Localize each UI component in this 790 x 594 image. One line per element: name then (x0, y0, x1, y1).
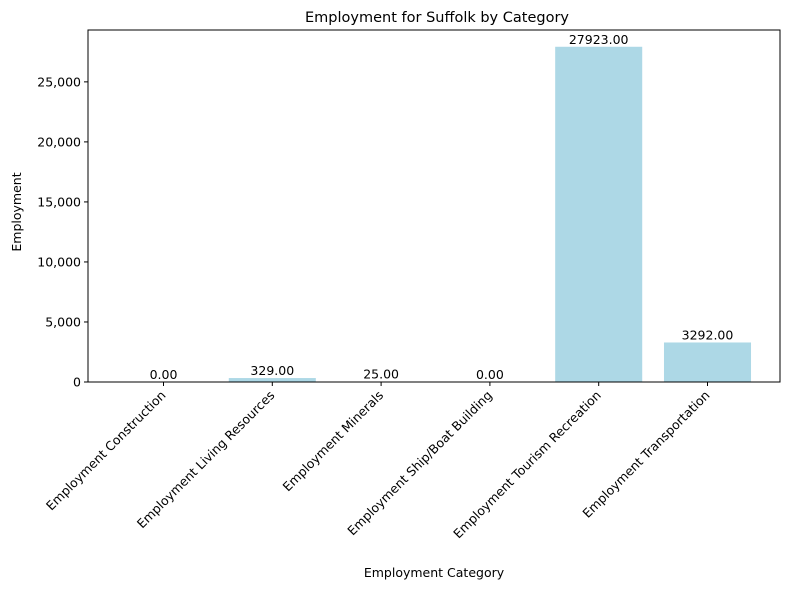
plot-frame (88, 30, 780, 382)
data-label: 27923.00 (569, 32, 629, 47)
y-tick-label: 15,000 (37, 194, 81, 209)
bars-layer (229, 47, 751, 382)
data-label: 0.00 (150, 367, 178, 382)
y-tick-label: 0 (73, 375, 81, 390)
y-axis: 0 5,000 10,000 15,000 20,000 25,000 (37, 74, 88, 389)
y-tick-label: 20,000 (37, 134, 81, 149)
data-labels-layer: 0.00 329.00 25.00 0.00 27923.00 3292.00 (150, 32, 734, 382)
data-label: 329.00 (250, 363, 294, 378)
x-tick-label: Employment Transportation (579, 388, 712, 521)
x-tick-label: Employment Construction (43, 388, 169, 514)
x-tick-label: Employment Minerals (280, 388, 387, 495)
y-axis-label: Employment (9, 172, 24, 251)
bar (555, 47, 642, 382)
chart-title: Employment for Suffolk by Category (305, 10, 569, 26)
data-label: 0.00 (476, 367, 504, 382)
bar (229, 378, 316, 382)
bar (664, 342, 751, 382)
data-label: 3292.00 (682, 327, 734, 342)
y-tick-label: 5,000 (45, 314, 81, 329)
y-tick-label: 10,000 (37, 254, 81, 269)
data-label: 25.00 (363, 367, 399, 382)
y-tick-label: 25,000 (37, 74, 81, 89)
x-axis-label: Employment Category (364, 565, 505, 580)
